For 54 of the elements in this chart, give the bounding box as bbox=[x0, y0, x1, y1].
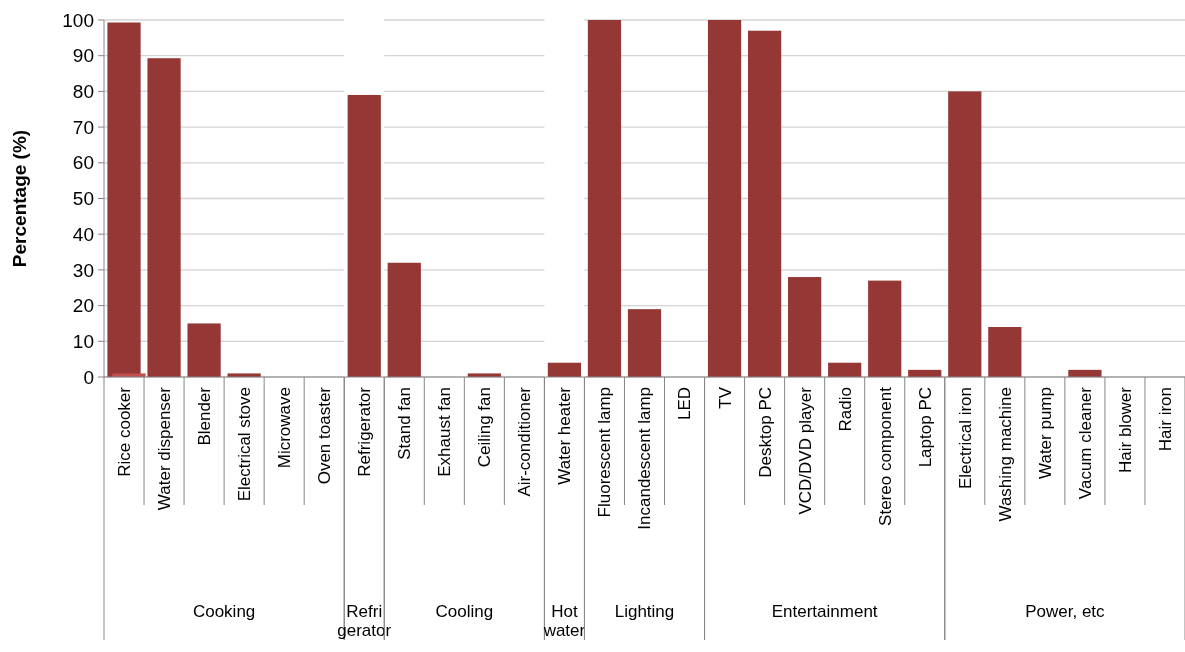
x-tick-label: Washing machine bbox=[995, 387, 1015, 522]
y-tick-label: 0 bbox=[83, 366, 94, 388]
bar bbox=[147, 58, 181, 377]
x-tick-label: Desktop PC bbox=[755, 387, 775, 478]
y-axis-title: Percentage (%) bbox=[9, 129, 30, 268]
x-tick-label: Hair iron bbox=[1155, 387, 1175, 452]
x-tick-label: Incandescent lamp bbox=[635, 387, 655, 530]
x-axis-title: Entertainment bbox=[771, 602, 878, 621]
x-tick-label: Rice cooker bbox=[114, 386, 134, 477]
y-tick-label: 40 bbox=[72, 223, 94, 245]
y-tick-label: 100 bbox=[62, 9, 94, 31]
x-tick-label: Laptop PC bbox=[915, 387, 935, 468]
x-axis-title: Cooling bbox=[435, 602, 494, 621]
x-tick-label: Electrical iron bbox=[955, 387, 975, 490]
y-tick-label: 60 bbox=[72, 152, 94, 174]
bar bbox=[187, 323, 221, 377]
x-tick-label: Blender bbox=[195, 386, 215, 446]
x-tick-label: TV bbox=[715, 386, 735, 409]
x-tick-label: Water heater bbox=[555, 386, 575, 485]
bar bbox=[707, 20, 742, 377]
bar bbox=[868, 280, 902, 377]
x-tick-label: Electrical stove bbox=[235, 387, 255, 502]
x-axis-title: Cooking bbox=[192, 602, 256, 621]
x-tick-label: Stand fan bbox=[395, 387, 415, 460]
x-tick-label: Ceiling fan bbox=[475, 387, 495, 468]
y-tick-label: 20 bbox=[72, 295, 94, 317]
y-tick-label: 70 bbox=[72, 116, 94, 138]
bar bbox=[107, 22, 141, 377]
x-tick-label: Microwave bbox=[275, 387, 295, 469]
y-tick-label: 10 bbox=[72, 330, 94, 352]
x-axis-title: Hot water bbox=[542, 602, 586, 640]
x-tick-label: Exhaust fan bbox=[435, 387, 455, 477]
x-tick-label: Radio bbox=[835, 387, 855, 432]
y-tick-label: 90 bbox=[72, 45, 94, 67]
bar bbox=[788, 277, 822, 377]
x-tick-label: Fluorescent lamp bbox=[595, 387, 615, 518]
y-tick-label: 50 bbox=[72, 188, 94, 210]
x-tick-label: LED bbox=[675, 387, 695, 421]
y-tick-label: 30 bbox=[72, 259, 94, 281]
x-tick-label: Air-conditioner bbox=[515, 386, 535, 497]
x-tick-label: Stereo component bbox=[875, 386, 895, 526]
x-tick-label: Oven toaster bbox=[315, 386, 335, 485]
x-tick-label: Vacum cleaner bbox=[1075, 386, 1095, 500]
x-tick-label: Water dispenser bbox=[155, 386, 175, 511]
x-axis-title: Power, etc bbox=[1025, 602, 1106, 621]
x-tick-label: Hair blower bbox=[1115, 386, 1135, 473]
bar bbox=[828, 362, 862, 377]
x-tick-label: Refrigerator bbox=[355, 386, 375, 477]
x-axis-title: Refri gerator bbox=[337, 602, 392, 640]
bar bbox=[748, 30, 782, 377]
y-tick-label: 80 bbox=[72, 81, 94, 103]
x-tick-label: Water pump bbox=[1035, 387, 1055, 479]
x-tick-label: VCD/DVD player bbox=[795, 386, 815, 515]
x-axis-title: Lighting bbox=[614, 602, 675, 621]
